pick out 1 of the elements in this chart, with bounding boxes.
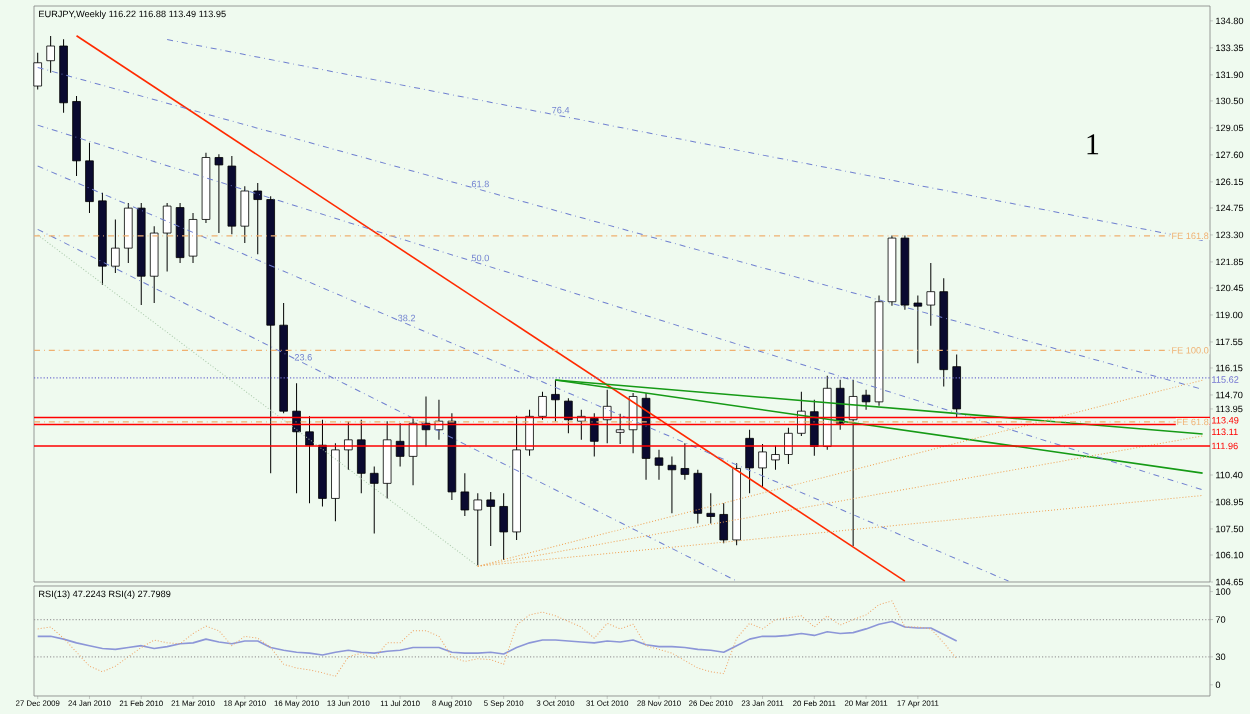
- annotation: 1: [1087, 134, 1099, 155]
